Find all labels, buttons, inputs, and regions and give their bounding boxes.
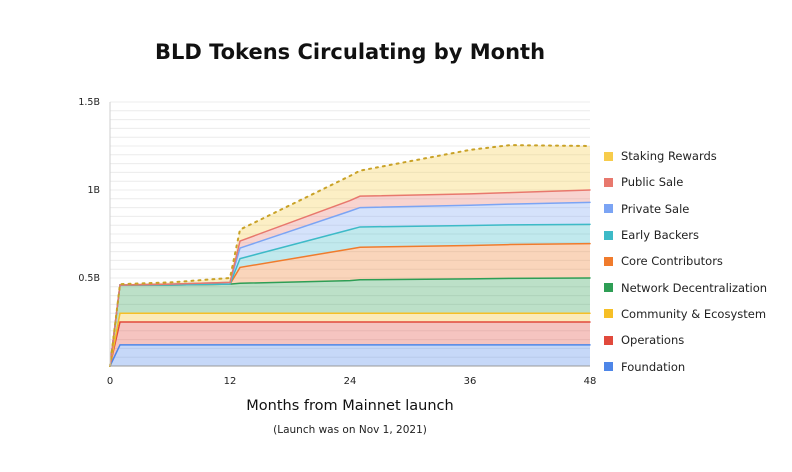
- legend-swatch: [604, 177, 613, 187]
- legend-item: Staking Rewards: [604, 143, 767, 169]
- area-early-backers: [110, 224, 590, 366]
- legend-item: Foundation: [604, 353, 767, 379]
- legend-label: Operations: [621, 333, 685, 348]
- x-tick-label: 48: [584, 376, 597, 387]
- y-tick-label: 1.5B: [78, 97, 100, 108]
- legend-swatch: [604, 309, 613, 319]
- legend-label: Public Sale: [621, 175, 684, 190]
- legend-item: Public Sale: [604, 169, 767, 195]
- x-tick-label: 24: [344, 376, 357, 387]
- legend-label: Community & Ecosystem: [621, 306, 767, 321]
- x-tick-label: 0: [107, 376, 113, 387]
- x-tick-label: 12: [224, 376, 237, 387]
- area-operations: [110, 322, 590, 366]
- legend-swatch: [604, 335, 613, 345]
- area-core-contributors: [110, 243, 590, 366]
- legend-item: Operations: [604, 327, 767, 353]
- legend-label: Core Contributors: [621, 254, 723, 269]
- legend-item: Core Contributors: [604, 248, 767, 274]
- legend-item: Early Backers: [604, 222, 767, 248]
- line-foundation: [109, 344, 591, 367]
- x-tick-label: 36: [464, 376, 477, 387]
- area-foundation: [110, 344, 590, 366]
- legend-swatch: [604, 151, 613, 161]
- legend-label: Staking Rewards: [621, 149, 717, 164]
- legend-label: Foundation: [621, 359, 686, 374]
- legend-label: Network Decentralization: [621, 280, 768, 295]
- legend-label: Early Backers: [621, 228, 700, 243]
- area-network-decentralization: [110, 278, 590, 366]
- legend-swatch: [604, 283, 613, 293]
- line-public-sale: [109, 189, 591, 367]
- legend-item: Private Sale: [604, 196, 767, 222]
- area-community-ecosystem: [110, 313, 590, 366]
- line-community-ecosystem: [109, 312, 591, 367]
- legend-swatch: [604, 256, 613, 266]
- legend-swatch: [604, 204, 613, 214]
- legend-swatch: [604, 362, 613, 372]
- x-axis-label: Months from Mainnet launch: [246, 398, 454, 414]
- launch-note: (Launch was on Nov 1, 2021): [273, 424, 427, 436]
- line-staking-rewards: [109, 144, 591, 367]
- line-operations: [109, 321, 591, 367]
- chart-title: BLD Tokens Circulating by Month: [154, 40, 546, 64]
- legend-swatch: [604, 230, 613, 240]
- legend-item: Community & Ecosystem: [604, 301, 767, 327]
- y-tick-label: 1B: [87, 185, 100, 196]
- area-staking-rewards: [110, 145, 590, 366]
- legend-label: Private Sale: [621, 201, 690, 216]
- chart-legend: Staking Rewards Public Sale Private Sale Ea…: [604, 143, 767, 380]
- legend-item: Network Decentralization: [604, 274, 767, 300]
- y-tick-label: 0.5B: [78, 273, 100, 284]
